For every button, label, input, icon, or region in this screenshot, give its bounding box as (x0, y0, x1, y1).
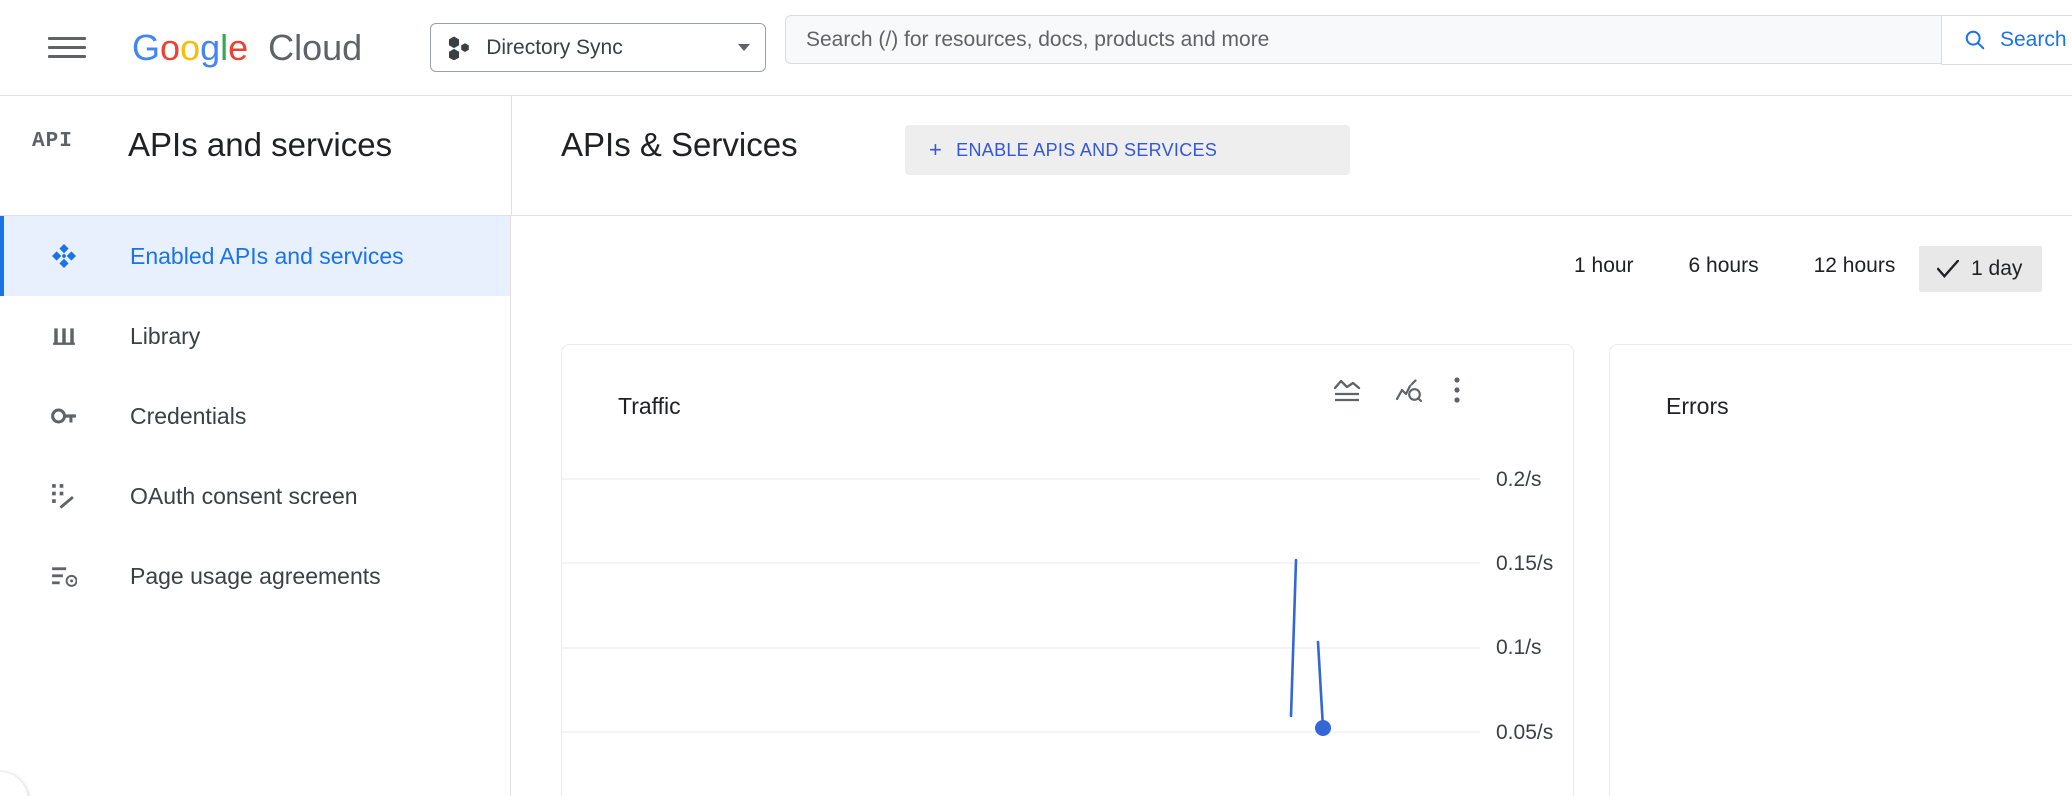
svg-text:0.05/s: 0.05/s (1496, 721, 1553, 744)
svg-text:0.2/s: 0.2/s (1496, 468, 1542, 491)
svg-text:0.15/s: 0.15/s (1496, 552, 1553, 575)
svg-text:0.1/s: 0.1/s (1496, 636, 1542, 659)
